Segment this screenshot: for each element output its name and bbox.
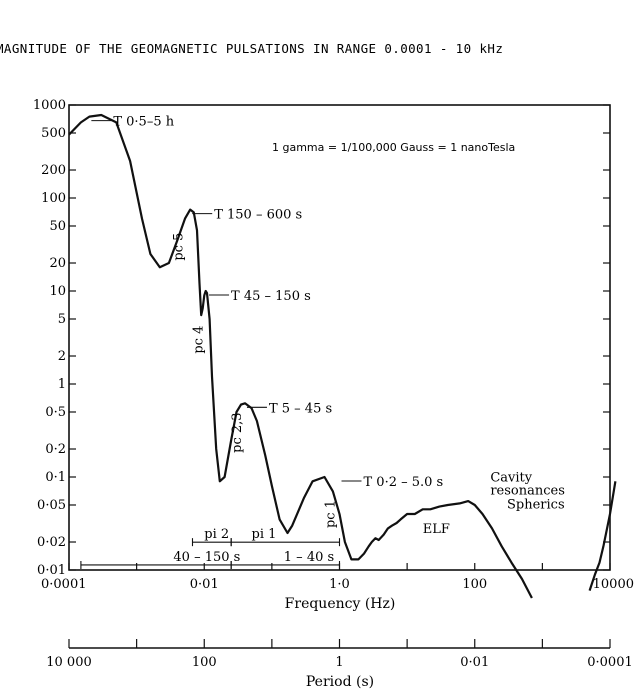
region-label: resonances bbox=[490, 483, 565, 498]
y-tick-label: 0·2 bbox=[45, 442, 66, 457]
y-tick-label: 500 bbox=[41, 126, 66, 141]
y-tick-label: 200 bbox=[41, 163, 66, 178]
series-curve-0 bbox=[68, 113, 533, 599]
unit-note: 1 gamma = 1/100,000 Gauss = 1 nanoTesla bbox=[272, 141, 515, 154]
annotations: T 0·5–5 h T 150 – 600 s T 45 – 150 s T 5 – … bbox=[80, 115, 565, 569]
y-tick-label: 20 bbox=[49, 256, 66, 271]
x-tick-label: 100 bbox=[462, 577, 487, 592]
range-label: 40 – 150 s bbox=[173, 550, 240, 565]
y-tick-label: 0·1 bbox=[45, 470, 66, 485]
y-axis: 1000 500 200 100 50 20 10 5 2 1 0·5 0·2 0·1 0·05 0·02 0… bbox=[33, 98, 610, 578]
y-tick-label: 0·05 bbox=[37, 498, 66, 513]
plot-area: 1000 500 200 100 50 20 10 5 2 1 0·5 0·2 0·1 0·05 0·02 0… bbox=[33, 98, 634, 599]
y-tick-label: 50 bbox=[49, 219, 66, 234]
region-label: ELF bbox=[423, 522, 450, 537]
band-label-vertical: pc 1 bbox=[324, 500, 339, 528]
y-tick-label: 10 bbox=[49, 284, 66, 299]
y-tick-label: 1 bbox=[58, 377, 66, 392]
chart-title: MAGNITUDE OF THE GEOMAGNETIC PULSATIONS … bbox=[0, 41, 503, 56]
period-axis: 10 000 100 1 0·01 0·0001 bbox=[46, 639, 633, 670]
peak-label: T 45 – 150 s bbox=[231, 289, 311, 304]
y-tick-label: 2 bbox=[58, 349, 66, 364]
region-label: Cavity bbox=[490, 470, 532, 485]
y-tick-label: 0·02 bbox=[37, 535, 66, 550]
peak-label: T 150 – 600 s bbox=[214, 208, 302, 223]
peak-label: T 0·2 – 5.0 s bbox=[364, 475, 444, 490]
x-axis: 0·0001 0·01 1·0 100 10000 bbox=[41, 563, 634, 592]
y-tick-label: 0·01 bbox=[37, 563, 66, 578]
range-label: pi 1 bbox=[252, 527, 277, 542]
period-tick-label: 1 bbox=[335, 655, 343, 670]
series-curve-1 bbox=[588, 481, 617, 591]
period-tick-label: 100 bbox=[192, 655, 217, 670]
x-tick-label: 0·01 bbox=[190, 577, 219, 592]
x-axis-title: Frequency (Hz) bbox=[285, 596, 396, 612]
range-label: pi 2 bbox=[204, 527, 229, 542]
period-tick-label: 10 000 bbox=[46, 655, 92, 670]
band-label-vertical: pc 2,3 bbox=[230, 412, 245, 452]
peak-label: T 5 – 45 s bbox=[269, 401, 332, 416]
x-tick-label: 10000 bbox=[593, 577, 634, 592]
y-tick-label: 1000 bbox=[33, 98, 66, 113]
y-tick-label: 5 bbox=[58, 312, 66, 327]
x-tick-label: 1·0 bbox=[329, 577, 350, 592]
band-label-vertical: pc 4 bbox=[192, 326, 207, 354]
y-tick-label: 0·5 bbox=[45, 405, 66, 420]
period-tick-label: 0·0001 bbox=[587, 655, 633, 670]
region-label: Spherics bbox=[507, 497, 565, 512]
range-label: 1 – 40 s bbox=[284, 550, 334, 565]
curves bbox=[68, 113, 617, 599]
period-axis-title: Period (s) bbox=[306, 674, 374, 690]
band-label-vertical: pc 5 bbox=[172, 233, 187, 261]
peak-label: T 0·5–5 h bbox=[113, 115, 174, 130]
period-tick-label: 0·01 bbox=[460, 655, 489, 670]
y-tick-label: 100 bbox=[41, 191, 66, 206]
x-tick-label: 0·0001 bbox=[41, 577, 87, 592]
